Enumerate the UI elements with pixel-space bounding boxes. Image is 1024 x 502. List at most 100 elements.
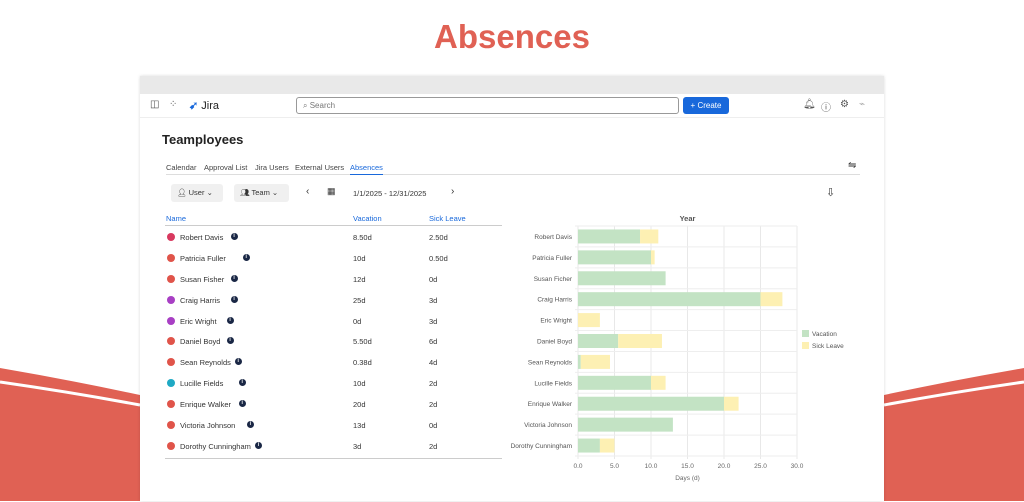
sidebar-toggle-icon[interactable]: ◫: [150, 99, 160, 110]
sick-leave-value: 2d: [429, 379, 438, 389]
sick-leave-value: 3d: [429, 295, 438, 305]
vacation-value: 8.50d: [353, 233, 372, 242]
chart-title: Year: [680, 214, 696, 223]
y-tick-label: Susan Ficher: [534, 276, 573, 283]
employee-name[interactable]: Daniel Boyd: [180, 337, 221, 347]
download-icon[interactable]: ⇩: [826, 187, 836, 199]
team-icon: 👥︎: [240, 188, 250, 197]
help-icon[interactable]: ⓘ: [821, 103, 831, 114]
employee-name[interactable]: Sean Reynolds: [180, 358, 231, 368]
vacation-value: 13d: [353, 421, 366, 431]
next-period-icon[interactable]: ›: [451, 186, 455, 197]
employee-name[interactable]: Enrique Walker: [180, 400, 231, 410]
tab-calendar[interactable]: Calendar: [166, 163, 197, 172]
bar-vacation: [578, 354, 581, 369]
legend-swatch: [802, 330, 809, 337]
employee-name[interactable]: Eric Wright: [180, 316, 217, 326]
tab-jira-users[interactable]: Jira Users: [255, 163, 289, 172]
settings-icon[interactable]: ⚙: [840, 99, 849, 110]
y-tick-label: Daniel Boyd: [537, 339, 572, 346]
table-row: Robert Davis i 8.50d 2.50d: [165, 226, 502, 247]
y-tick-label: Dorothy Cunningham: [511, 443, 572, 450]
table-row: Daniel Boyd i 5.50d 6d: [165, 330, 502, 351]
profile-icon[interactable]: ⌁: [859, 99, 866, 110]
app-switcher-icon[interactable]: ⁘: [169, 99, 178, 110]
tab-external-users[interactable]: External Users: [295, 163, 345, 172]
prev-period-icon[interactable]: ‹: [306, 186, 310, 197]
y-tick-label: Craig Harris: [537, 297, 572, 304]
bar-sick-leave: [651, 250, 655, 265]
vacation-value: 10d: [353, 379, 366, 389]
search-input[interactable]: ⌕ Search: [296, 97, 679, 114]
vacation-value: 12d: [353, 274, 366, 284]
employee-name[interactable]: Robert Davis: [180, 233, 224, 242]
header-name[interactable]: Name: [166, 214, 187, 223]
team-filter-button[interactable]: 👥︎ Team ⌄: [234, 184, 289, 202]
user-icon: 👤︎: [177, 188, 187, 197]
table-row: Enrique Walker i 20d 2d: [165, 393, 502, 414]
calendar-icon[interactable]: ▦: [327, 186, 336, 196]
create-label: Create: [697, 101, 722, 110]
y-tick-label: Victoria Johnson: [524, 422, 572, 429]
info-icon[interactable]: i: [254, 441, 262, 449]
employee-name[interactable]: Lucille Fields: [180, 379, 224, 389]
info-icon[interactable]: i: [234, 358, 242, 366]
bar-sick-leave: [599, 438, 615, 453]
create-button[interactable]: + Create: [683, 97, 729, 114]
avatar: [167, 233, 175, 241]
y-tick-label: Robert Davis: [534, 234, 572, 241]
info-icon[interactable]: i: [242, 253, 250, 261]
info-icon[interactable]: i: [238, 400, 246, 408]
bar-vacation: [578, 438, 600, 453]
info-icon[interactable]: i: [230, 274, 238, 282]
vacation-value: 3d: [353, 441, 362, 451]
info-icon[interactable]: i: [226, 316, 234, 324]
x-tick-label: 25.0: [754, 463, 767, 470]
notifications-icon[interactable]: 🔔︎: [803, 99, 816, 110]
user-filter-label: User: [188, 188, 205, 197]
top-nav: ◫ ⁘ ➹ Jira ⌕ Search + Create 🔔︎ ⓘ ⚙ ⌁: [140, 94, 884, 118]
bar-vacation: [578, 292, 761, 307]
table-row: Susan Fisher i 12d 0d: [165, 268, 502, 289]
info-icon[interactable]: i: [246, 421, 254, 429]
header-sick-leave[interactable]: Sick Leave: [429, 214, 466, 223]
info-icon[interactable]: i: [226, 337, 234, 345]
x-tick-label: 10.0: [645, 463, 658, 470]
y-tick-label: Sean Reynolds: [528, 359, 573, 366]
user-filter-button[interactable]: 👤︎ User ⌄: [171, 184, 223, 202]
bar-sick-leave: [578, 313, 600, 328]
vacation-value: 10d: [353, 253, 366, 263]
y-tick-label: Lucille Fields: [534, 380, 572, 387]
legend-label: Sick Leave: [812, 343, 844, 350]
avatar: [167, 274, 175, 283]
sick-leave-value: 0.50d: [429, 253, 448, 263]
window-titlebar: [140, 76, 884, 94]
product-name: Jira: [201, 100, 220, 112]
sick-leave-value: 6d: [429, 337, 438, 347]
employee-name[interactable]: Patricia Fuller: [180, 253, 226, 263]
info-icon[interactable]: i: [230, 295, 238, 303]
settings-sliders-icon[interactable]: ⇋: [848, 160, 857, 171]
avatar: [167, 337, 175, 346]
tab-absences[interactable]: Absences: [350, 163, 383, 175]
y-tick-label: Patricia Fuller: [532, 255, 573, 262]
info-icon[interactable]: i: [238, 379, 246, 387]
table-row: Craig Harris i 25d 3d: [165, 289, 502, 310]
employee-name[interactable]: Dorothy Cunningham: [180, 441, 251, 451]
employee-name[interactable]: Victoria Johnson: [180, 421, 236, 431]
employee-name[interactable]: Susan Fisher: [180, 274, 225, 284]
vacation-value: 25d: [353, 295, 366, 305]
employee-name[interactable]: Craig Harris: [180, 295, 221, 305]
table-row: Victoria Johnson i 13d 0d: [165, 414, 502, 435]
tab-approval-list[interactable]: Approval List: [204, 163, 248, 172]
avatar: [167, 295, 175, 304]
sick-leave-value: 2d: [429, 400, 438, 410]
jira-logo[interactable]: ➹ Jira: [189, 99, 219, 112]
vacation-value: 0.38d: [353, 358, 372, 368]
table-row: Patricia Fuller i 10d 0.50d: [165, 247, 502, 268]
info-icon[interactable]: i: [230, 233, 238, 240]
header-vacation[interactable]: Vacation: [353, 214, 382, 223]
bar-vacation: [578, 250, 651, 265]
avatar: [167, 316, 175, 325]
table-row: Eric Wright i 0d 3d: [165, 310, 502, 331]
